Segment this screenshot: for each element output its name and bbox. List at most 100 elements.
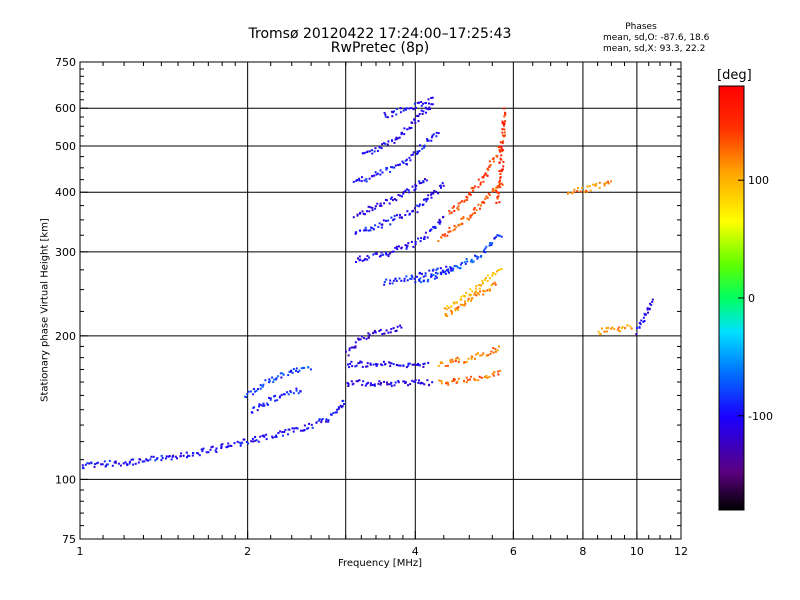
data-point (480, 376, 483, 379)
data-point (486, 279, 489, 282)
data-point (492, 157, 495, 160)
data-point (488, 289, 491, 292)
data-point (496, 197, 499, 200)
data-point (255, 389, 258, 392)
data-point (422, 203, 425, 206)
data-point (366, 365, 369, 368)
data-point (453, 228, 456, 231)
colorbar-ticks: 100 0 -100 (738, 174, 773, 423)
data-point (605, 330, 608, 333)
data-point (453, 224, 456, 227)
data-point (273, 378, 275, 381)
data-point (439, 271, 442, 274)
data-point (470, 258, 473, 261)
data-point (451, 269, 454, 272)
data-point (472, 208, 475, 211)
data-point (425, 111, 427, 114)
data-point (391, 111, 394, 114)
data-point (406, 244, 409, 247)
data-point (100, 463, 103, 466)
data-point (418, 180, 421, 183)
data-point (471, 261, 474, 264)
data-point (485, 354, 488, 357)
data-point (479, 255, 482, 258)
data-point (321, 418, 324, 420)
data-point (154, 459, 157, 462)
data-point (455, 226, 458, 229)
data-point (400, 216, 403, 219)
data-point (457, 306, 460, 309)
data-point (188, 455, 191, 457)
data-point (408, 126, 411, 129)
data-point (345, 350, 347, 353)
data-point (307, 427, 310, 430)
data-point (459, 267, 462, 269)
data-point (393, 218, 396, 221)
data-point (205, 451, 208, 454)
data-point (454, 307, 457, 310)
data-point (399, 364, 402, 367)
data-point (239, 444, 242, 447)
data-point (643, 320, 646, 322)
data-point (573, 188, 576, 191)
data-point (392, 199, 394, 202)
data-point (475, 294, 478, 297)
data-point (481, 279, 484, 282)
data-point (187, 454, 190, 457)
data-point (352, 382, 355, 385)
data-point (445, 382, 447, 385)
data-point (401, 160, 404, 163)
data-point (447, 271, 450, 274)
data-point (119, 464, 122, 467)
data-point (601, 327, 603, 330)
data-point (456, 266, 459, 269)
data-point (363, 179, 366, 182)
data-point (474, 379, 477, 381)
data-point (293, 427, 296, 430)
data-point (351, 365, 354, 368)
data-point (470, 298, 473, 301)
data-point (484, 197, 487, 200)
data-point (444, 365, 447, 367)
data-point (414, 207, 416, 210)
data-point (456, 380, 459, 383)
data-point (342, 399, 345, 402)
data-point (197, 452, 200, 455)
data-point (499, 182, 502, 185)
data-point (402, 192, 405, 195)
data-point (475, 290, 478, 293)
data-point (382, 219, 385, 222)
data-point (477, 186, 480, 189)
data-point (501, 122, 504, 125)
data-point (378, 146, 381, 149)
data-point (479, 290, 482, 293)
data-point (463, 300, 466, 303)
data-point (379, 202, 382, 205)
data-point (385, 253, 388, 256)
data-point (412, 380, 415, 383)
phase-stats-o-mode: mean, sd,O: -87.6, 18.6 (603, 33, 710, 43)
data-point (416, 101, 419, 104)
data-point (371, 175, 374, 178)
data-point (456, 307, 459, 310)
data-point (447, 231, 450, 234)
data-point (295, 369, 297, 372)
data-point (280, 393, 283, 396)
data-point (485, 195, 488, 198)
data-point (299, 390, 302, 393)
data-point (146, 459, 148, 462)
data-point (474, 357, 476, 360)
data-point (111, 464, 114, 467)
data-point (375, 173, 378, 176)
data-point (269, 397, 272, 400)
data-point (411, 185, 414, 188)
data-point (336, 408, 339, 411)
data-point (639, 323, 642, 326)
data-point (451, 206, 454, 209)
data-point (453, 265, 456, 267)
data-point (379, 383, 382, 386)
data-point (416, 204, 419, 207)
data-point (470, 214, 473, 217)
data-point (376, 363, 379, 366)
